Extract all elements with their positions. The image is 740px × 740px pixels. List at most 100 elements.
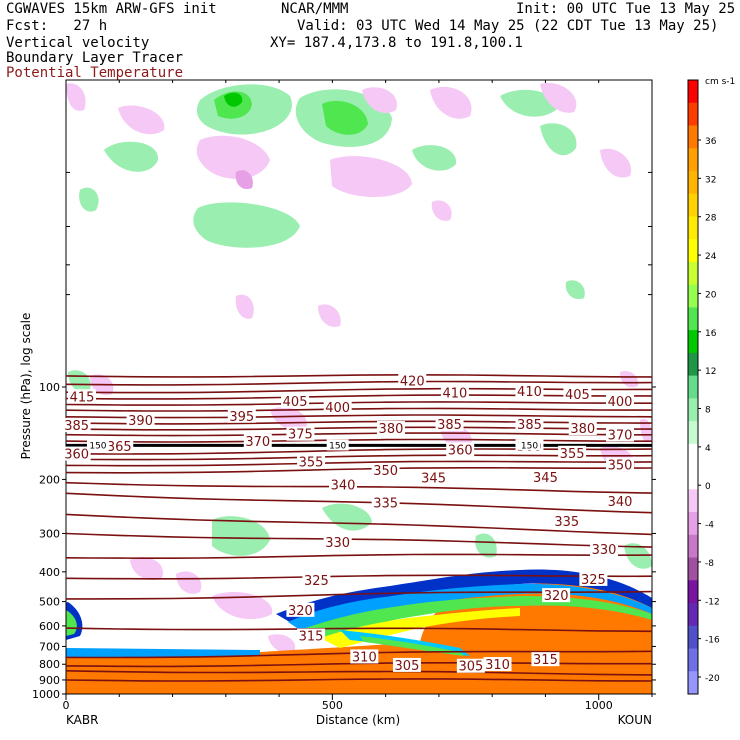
colorbar-frame	[687, 79, 699, 695]
isentrope-label: 335	[373, 497, 398, 512]
isentrope-label: 350	[373, 464, 398, 479]
colorbar: 36 32 28 24 20 16 12 8 4 0 -4 -8 -12 -16 -20	[687, 79, 720, 695]
colorbar-label: 20	[705, 290, 717, 300]
isentrope-label: 325	[581, 573, 606, 588]
isentrope-label-bg	[483, 657, 512, 672]
isentrope-label: 325	[304, 574, 329, 589]
colorbar-label: -12	[705, 597, 720, 607]
colorbar-swatch	[688, 625, 698, 650]
field-vertical-velocity: Vertical velocity	[6, 35, 150, 51]
shaded-fields	[66, 82, 652, 694]
org-label: NCAR/MMM	[281, 1, 349, 17]
y-tick-label: 400	[39, 566, 60, 579]
colorbar-swatch	[688, 580, 698, 604]
isentrope-label-bg	[440, 385, 469, 400]
colorbar-label: 12	[705, 367, 716, 377]
colorbar-swatch	[688, 80, 698, 104]
colorbar-swatch	[688, 489, 698, 513]
isentrope-label-bg	[456, 658, 485, 673]
isentrope-line	[66, 448, 652, 455]
colorbar-swatch	[688, 307, 698, 331]
x-tick-label: 500	[322, 699, 343, 712]
colorbar-label: 16	[705, 329, 717, 339]
tropopause-label-bg	[326, 439, 349, 451]
isentrope-label-bg	[606, 494, 635, 509]
isentrope-label: 370	[608, 429, 633, 444]
x-tick-label: 0	[63, 699, 70, 712]
colorbar-label: 36	[705, 137, 717, 147]
y-tick-label: 700	[39, 640, 60, 653]
isentrope-label-bg	[446, 442, 475, 457]
colorbar-swatch	[688, 170, 698, 195]
isentrope-line	[66, 678, 652, 682]
isentrope-label: 345	[533, 471, 558, 486]
y-tick-label: 300	[39, 527, 60, 540]
endpoint-right-label: KOUN	[618, 713, 652, 727]
isentrope-label-bg	[350, 649, 379, 664]
isentrope-label: 355	[560, 447, 585, 462]
isentrope-label-bg	[67, 389, 96, 404]
isentrope-label-bg	[435, 417, 464, 432]
colorbar-swatch	[688, 398, 698, 422]
isentrope-line	[66, 420, 652, 425]
colorbar-label: -4	[705, 521, 714, 531]
isentrope-line	[66, 407, 652, 412]
colorbar-swatch	[688, 239, 698, 263]
isentrope-label-bg	[323, 399, 352, 414]
isentrope-label-bg	[323, 534, 352, 549]
colorbar-swatch	[688, 284, 698, 308]
isentrope-line	[66, 467, 652, 474]
isentrope-label: 395	[229, 410, 254, 425]
isentrope-label: 405	[283, 395, 308, 410]
isentrope-label: 380	[570, 422, 595, 437]
isentrope-label: 410	[517, 385, 542, 400]
isentrope-label: 310	[485, 658, 510, 673]
isentrope-label-bg	[302, 572, 331, 587]
isentrope-label-bg	[227, 408, 256, 423]
y-axis-label: Pressure (hPa), log scale	[19, 313, 33, 460]
isentrope-label: 400	[608, 395, 633, 410]
y-tick-label: 200	[39, 473, 60, 486]
isentrope-label: 360	[64, 448, 89, 463]
colorbar-swatch	[688, 534, 698, 559]
x-axis: 0 500 1000	[63, 80, 653, 712]
y-tick-label: 500	[39, 596, 60, 609]
isentrope-label: 370	[245, 435, 270, 450]
colorbar-swatch	[688, 512, 698, 536]
isentrope-label-bg	[563, 386, 592, 401]
isentrope-label: 385	[437, 418, 462, 433]
isentrope-label-bg	[606, 394, 635, 409]
isentrope-label-bg	[371, 495, 400, 510]
colorbar-swatch	[688, 443, 698, 468]
isentrope-label-bg	[392, 657, 421, 672]
isentrope-label: 385	[517, 418, 542, 433]
isentrope-line	[66, 532, 652, 548]
colorbar-swatch	[688, 352, 698, 377]
isentrope-label: 420	[400, 375, 425, 390]
isentrope-label: 310	[352, 650, 377, 665]
field-potential-temperature: Potential Temperature	[6, 65, 184, 81]
isentrope-label: 365	[107, 440, 132, 455]
isentrope-label-bg	[568, 420, 597, 435]
isentrope-label: 405	[565, 388, 590, 403]
isentrope-label-bg	[329, 477, 358, 492]
colorbar-swatch	[688, 375, 698, 399]
isentrope-label-bg	[371, 463, 400, 478]
isentrope-line	[66, 670, 652, 676]
isentrope-label: 385	[64, 419, 89, 434]
colorbar-label: 32	[705, 175, 716, 185]
y-tick-label: 900	[39, 674, 60, 687]
isentrope-label-bg	[419, 470, 448, 485]
isentrope-line	[66, 513, 652, 536]
colorbar-swatch	[688, 330, 698, 354]
cross-section-endpoints: XY= 187.4,173.8 to 191.8,100.1	[270, 35, 523, 51]
colorbar-swatch	[688, 125, 698, 149]
colorbar-swatch	[688, 648, 698, 672]
isentrope-label-bg	[62, 418, 91, 433]
valid-time: Valid: 03 UTC Wed 14 May 25 (22 CDT Tue …	[297, 18, 719, 34]
isentrope-label: 330	[325, 536, 350, 551]
isentrope-label-bg	[62, 446, 91, 461]
isentrope-label: 380	[379, 422, 404, 437]
isentrope-label: 355	[299, 455, 324, 470]
